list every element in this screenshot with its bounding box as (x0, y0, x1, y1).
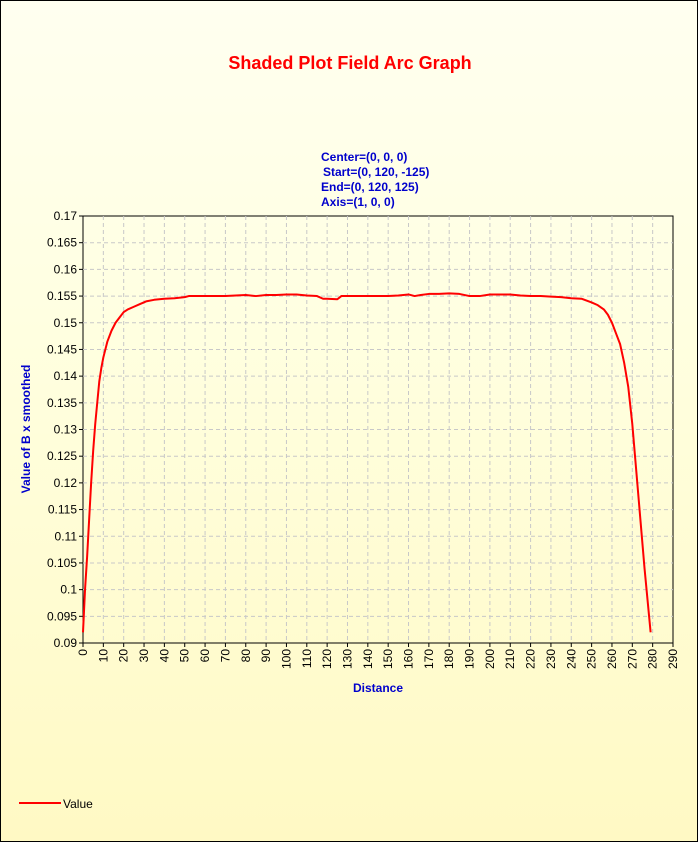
x-tick-label: 80 (239, 649, 253, 663)
y-axis-label: Value of B x smoothed (19, 365, 33, 494)
y-tick-label: 0.15 (54, 316, 78, 330)
x-tick-label: 120 (320, 649, 334, 669)
y-tick-label: 0.11 (55, 529, 78, 543)
y-tick-label: 0.165 (47, 236, 77, 250)
y-tick-label: 0.145 (47, 342, 77, 356)
x-tick-label: 220 (524, 649, 538, 669)
x-axis-label: Distance (353, 681, 403, 695)
y-tick-label: 0.135 (47, 396, 77, 410)
y-tick-label: 0.16 (54, 262, 78, 276)
legend-label-value: Value (63, 797, 93, 811)
y-axis-ticks: 0.09 0.095 0.1 0.105 0.11 0.115 0.12 0.125 0.13 0… (47, 209, 83, 650)
y-tick-label: 0.155 (47, 289, 77, 303)
x-tick-label: 230 (544, 649, 558, 669)
series-line-value (82, 292, 652, 633)
subtitle-start: Start=(0, 120, -125) (323, 165, 429, 179)
x-tick-label: 180 (442, 649, 456, 669)
x-tick-label: 110 (300, 649, 314, 668)
x-tick-label: 170 (422, 649, 436, 669)
x-tick-label: 130 (340, 649, 354, 669)
x-tick-label: 0 (76, 649, 90, 656)
y-tick-label: 0.095 (47, 609, 77, 623)
y-tick-label: 0.14 (54, 369, 78, 383)
subtitle-end: End=(0, 120, 125) (321, 180, 419, 194)
x-tick-label: 270 (625, 649, 639, 669)
subtitle-center: Center=(0, 0, 0) (321, 150, 407, 164)
grid-lines (83, 216, 673, 643)
y-tick-label: 0.105 (47, 556, 77, 570)
x-tick-label: 190 (463, 649, 477, 669)
x-tick-label: 280 (646, 649, 660, 669)
x-tick-label: 100 (279, 649, 293, 669)
x-tick-label: 40 (157, 649, 171, 663)
chart-title: Shaded Plot Field Arc Graph (228, 53, 471, 73)
series-group (82, 292, 652, 633)
subtitle-axis: Axis=(1, 0, 0) (321, 195, 395, 209)
x-tick-label: 70 (218, 649, 232, 663)
x-tick-label: 20 (117, 649, 131, 663)
x-tick-label: 30 (137, 649, 151, 663)
x-tick-label: 200 (483, 649, 497, 669)
x-tick-label: 240 (564, 649, 578, 669)
x-tick-label: 260 (605, 649, 619, 669)
y-tick-label: 0.125 (47, 449, 77, 463)
y-tick-label: 0.115 (48, 503, 77, 517)
x-tick-label: 160 (402, 649, 416, 669)
y-tick-label: 0.13 (54, 423, 78, 437)
x-axis-ticks: 0 10 20 30 40 50 60 70 80 90 100 110 120 130 140 150 160… (76, 643, 680, 669)
x-tick-label: 90 (259, 649, 273, 663)
x-tick-label: 150 (381, 649, 395, 669)
x-tick-label: 60 (198, 649, 212, 663)
x-tick-label: 50 (178, 649, 192, 663)
y-tick-label: 0.09 (54, 636, 78, 650)
y-tick-label: 0.1 (60, 583, 77, 597)
x-tick-label: 140 (361, 649, 375, 669)
y-tick-label: 0.17 (54, 209, 78, 223)
y-tick-label: 0.12 (54, 476, 78, 490)
x-tick-label: 10 (96, 649, 110, 663)
x-tick-label: 250 (585, 649, 599, 669)
x-tick-label: 210 (503, 649, 517, 669)
x-tick-label: 290 (666, 649, 680, 669)
